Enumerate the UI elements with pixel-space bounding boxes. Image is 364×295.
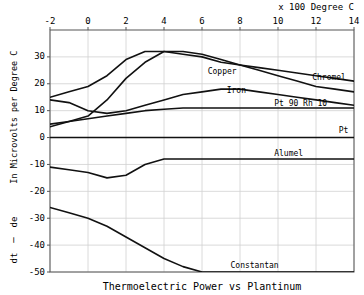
grid-line [240, 30, 241, 272]
curve-label: Pt 90 Rh 10 [274, 99, 327, 108]
x-tick-label: 10 [273, 16, 284, 26]
grid-line [50, 218, 354, 219]
title: Thermoelectric Power vs Plantinum [103, 281, 302, 292]
y-axis-label: In Microvolts per Degree C [9, 51, 19, 184]
grid-line [50, 137, 354, 138]
grid-line [202, 30, 203, 272]
y-tick-label: 10 [34, 105, 45, 115]
grid-line [50, 164, 354, 165]
y-tick-label: -40 [29, 240, 45, 250]
grid-line [88, 30, 89, 272]
grid-line [316, 30, 317, 272]
lines [50, 52, 354, 272]
y-tick-label: 20 [34, 78, 45, 88]
curve [50, 207, 354, 272]
x-tick-label: -2 [45, 16, 56, 26]
curve [50, 52, 354, 98]
x-axis-label: x 100 Degree C [278, 2, 354, 12]
x-tick-label: 6 [199, 16, 204, 26]
grid-line [126, 30, 127, 272]
curve-label: Chromel [312, 73, 346, 82]
y-tick-label: 0 [40, 132, 45, 142]
grid [50, 30, 354, 272]
curve-label: Constantan [231, 261, 279, 270]
chart: -202468101214-50-40-30-20-100102030Chrom… [0, 0, 364, 295]
grid-line [164, 30, 165, 272]
x-tick-label: 4 [161, 16, 166, 26]
y-tick-label: -20 [29, 186, 45, 196]
curve-label: Pt [339, 126, 349, 135]
curve [50, 52, 354, 127]
curve [50, 108, 354, 124]
annotation: de [9, 217, 19, 228]
plot-frame [50, 30, 354, 272]
curve [50, 89, 354, 113]
curve-label: Copper [208, 67, 237, 76]
y-tick-label: 30 [34, 51, 45, 61]
x-tick-label: 14 [349, 16, 360, 26]
x-tick-label: 8 [237, 16, 242, 26]
x-tick-label: 2 [123, 16, 128, 26]
y-tick-label: -10 [29, 159, 45, 169]
x-tick-label: 0 [85, 16, 90, 26]
curve-label: Iron [227, 86, 246, 95]
y-tick-label: -30 [29, 213, 45, 223]
annotation: ─ [9, 237, 19, 244]
annotation: dt [9, 253, 19, 264]
curve-label: Alumel [274, 149, 303, 158]
grid-line [50, 245, 354, 246]
y-tick-label: -50 [29, 267, 45, 277]
grid-line [50, 191, 354, 192]
curve [50, 159, 354, 178]
curve [50, 137, 354, 139]
x-tick-label: 12 [311, 16, 322, 26]
